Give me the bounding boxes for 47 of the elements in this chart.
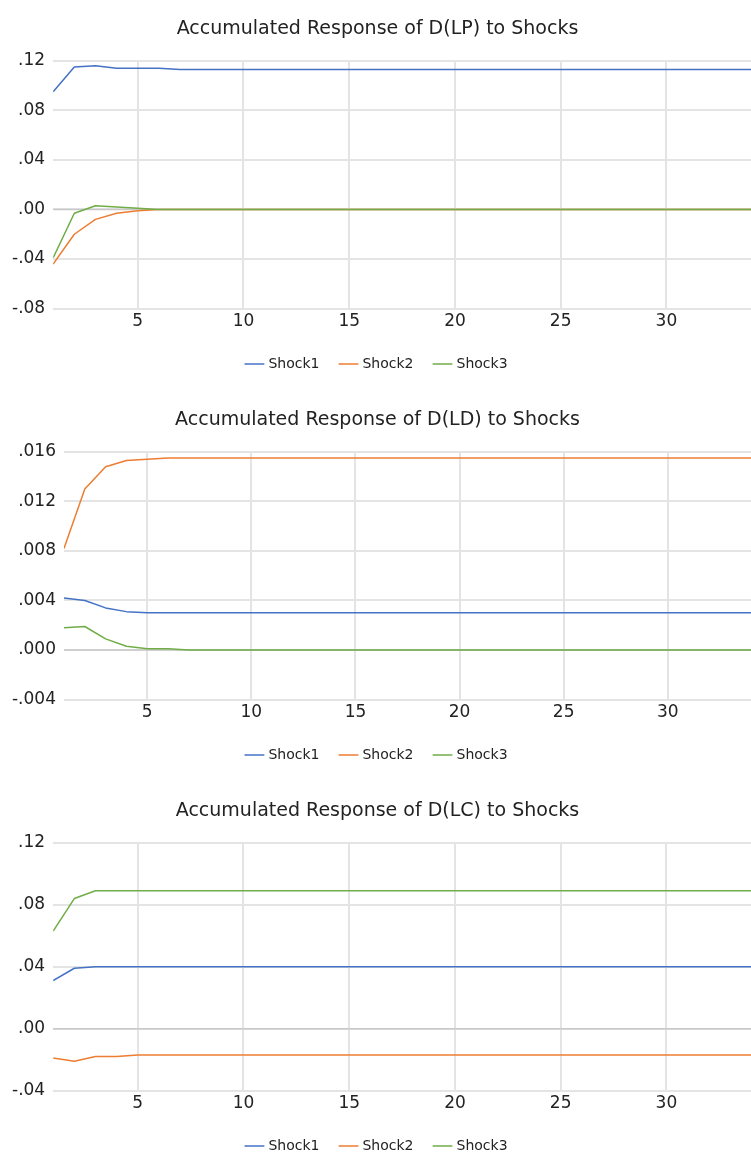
x-tick-label: 25 xyxy=(552,701,575,722)
x-tick-label: 30 xyxy=(655,1092,678,1113)
legend-label: Shock2 xyxy=(362,354,414,371)
y-tick-label: .00 xyxy=(18,197,46,218)
legend-label: Shock3 xyxy=(456,354,508,371)
x-tick-label: 5 xyxy=(132,1092,144,1113)
y-tick-label: .00 xyxy=(18,1017,46,1038)
x-tick-label: 30 xyxy=(656,701,679,722)
x-tick-label: 25 xyxy=(549,1092,572,1113)
chart-title: Accumulated Response of D(LC) to Shocks xyxy=(175,798,580,821)
chart-title: Accumulated Response of D(LD) to Shocks xyxy=(175,407,580,430)
x-tick-label: 10 xyxy=(240,701,263,722)
y-tick-label: -.08 xyxy=(12,297,46,318)
y-tick-label: .08 xyxy=(18,98,46,119)
x-tick-label: 15 xyxy=(344,701,367,722)
legend-label: Shock2 xyxy=(362,1136,414,1153)
y-tick-label: .12 xyxy=(18,831,46,852)
x-tick-label: 15 xyxy=(338,1092,361,1113)
y-tick-label: .012 xyxy=(18,489,56,510)
x-tick-label: 30 xyxy=(655,310,678,331)
y-tick-label: -.004 xyxy=(11,688,56,709)
legend-label: Shock1 xyxy=(268,745,320,762)
x-tick-label: 5 xyxy=(141,701,153,722)
x-tick-label: 20 xyxy=(444,310,466,331)
y-tick-label: .12 xyxy=(18,49,46,70)
x-tick-label: 15 xyxy=(338,310,361,331)
y-tick-label: -.04 xyxy=(12,1079,46,1100)
y-tick-label: -.04 xyxy=(12,247,46,268)
legend-label: Shock2 xyxy=(362,745,414,762)
legend-label: Shock1 xyxy=(268,1136,320,1153)
x-tick-label: 25 xyxy=(549,310,572,331)
y-tick-label: .004 xyxy=(18,588,56,609)
y-tick-label: .08 xyxy=(18,893,46,914)
x-tick-label: 5 xyxy=(132,310,144,331)
x-tick-label: 20 xyxy=(444,1092,466,1113)
x-tick-label: 20 xyxy=(448,701,471,722)
chart-title: Accumulated Response of D(LP) to Shocks xyxy=(176,16,579,39)
legend-label: Shock3 xyxy=(456,745,508,762)
x-tick-label: 10 xyxy=(232,1092,255,1113)
legend-label: Shock3 xyxy=(456,1136,508,1153)
y-tick-label: .016 xyxy=(18,440,56,461)
y-tick-label: .04 xyxy=(18,148,46,169)
x-tick-label: 10 xyxy=(232,310,255,331)
y-tick-label: .000 xyxy=(18,638,56,659)
y-tick-label: .008 xyxy=(18,539,56,560)
y-tick-label: .04 xyxy=(18,955,46,976)
legend-label: Shock1 xyxy=(268,354,320,371)
